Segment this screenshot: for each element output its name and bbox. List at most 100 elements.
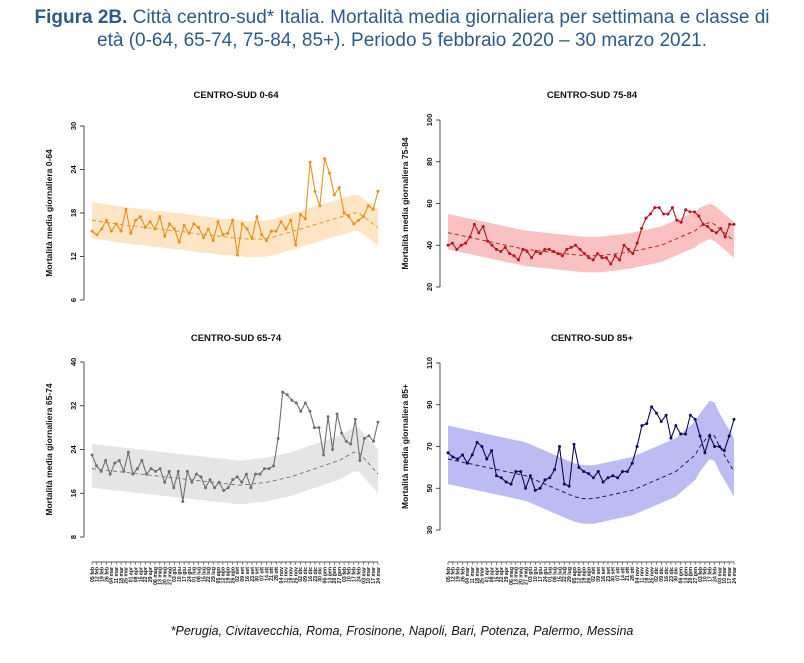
x-tick-label: 10 giu (177, 567, 183, 582)
observed-point (289, 218, 293, 222)
x-tick-label: 29 apr (504, 567, 510, 582)
observed-point (727, 434, 731, 438)
observed-point (446, 451, 450, 455)
observed-point (376, 420, 380, 424)
x-tick-label: 26 ago (230, 567, 236, 583)
observed-point (640, 424, 644, 428)
observed-point (108, 472, 112, 476)
observed-point (713, 445, 717, 448)
observed-point (158, 467, 162, 471)
observed-point (516, 258, 520, 262)
observed-point (211, 239, 215, 243)
observed-point (622, 243, 626, 247)
x-tick-label: 16 set (601, 567, 607, 582)
observed-point (276, 437, 280, 441)
observed-point (475, 440, 479, 444)
observed-point (114, 222, 118, 226)
observed-point (117, 458, 121, 462)
observed-point (294, 243, 298, 247)
observed-point (582, 252, 586, 256)
x-tick-label: 11 nov (284, 567, 290, 583)
observed-point (538, 486, 542, 490)
x-tick-label: 05 ago (572, 567, 578, 583)
x-tick-label: 10 feb (347, 567, 353, 582)
observed-point (596, 252, 600, 256)
panel-title: CENTRO-SUD 75-84 (547, 90, 638, 101)
x-tick-label: 24 giu (187, 567, 193, 582)
x-tick-label: 20 gen (688, 567, 694, 583)
x-tick-label: 18 mar (475, 567, 481, 584)
observed-point (640, 227, 644, 231)
x-tick-label: 17 feb (708, 567, 714, 582)
observed-point (591, 258, 595, 262)
observed-point (609, 262, 613, 266)
observed-point (124, 207, 128, 211)
y-tick-label: 24 (69, 165, 78, 174)
figure-title: Figura 2B. Città centro-sud* Italia. Mor… (0, 6, 804, 52)
x-tick-label: 29 lug (211, 567, 217, 582)
observed-point (190, 480, 194, 484)
observed-point (158, 215, 162, 219)
observed-point (140, 458, 144, 462)
observed-point (163, 234, 167, 238)
x-tick-label: 13 gen (327, 567, 333, 583)
observed-point (591, 476, 595, 480)
y-tick-label: 24 (69, 445, 78, 454)
x-tick-label: 01 lug (548, 567, 554, 582)
observed-point (342, 211, 346, 215)
x-tick-label: 26 ago (586, 567, 592, 583)
observed-point (613, 254, 617, 258)
x-tick-label: 28 ott (274, 567, 280, 581)
observed-point (349, 442, 353, 446)
observed-point (143, 226, 147, 229)
x-tick-label: 01 apr (129, 567, 135, 582)
observed-point (260, 233, 264, 237)
expected-range-band (448, 400, 734, 524)
observed-point (163, 480, 167, 484)
observed-point (630, 461, 634, 465)
figure-number: Figura 2B. (34, 7, 128, 28)
x-tick-label: 30 set (611, 567, 617, 582)
observed-point (113, 461, 117, 465)
x-tick-label: 30 dic (318, 567, 324, 582)
x-tick-label: 25 nov (649, 567, 655, 584)
observed-point (560, 254, 564, 258)
observed-mortality-line (447, 405, 735, 492)
observed-point (675, 218, 679, 222)
observed-point (340, 431, 344, 435)
panel-centro-sud-75-84: CENTRO-SUD 75-84 Mortalità media giornali… (400, 90, 736, 291)
x-tick-label: 14 ott (620, 567, 626, 581)
observed-point (692, 210, 696, 214)
x-tick-label: 23 dic (669, 567, 675, 582)
observed-point (728, 222, 732, 226)
observed-point (135, 467, 139, 471)
observed-point (217, 480, 221, 484)
observed-point (648, 212, 652, 216)
observed-point (708, 434, 712, 438)
x-tick-label: 27 mag (523, 567, 529, 585)
y-tick-label: 18 (69, 209, 78, 217)
x-tick-label: 27 mag (167, 567, 173, 585)
x-tick-label: 03 feb (342, 567, 348, 582)
observed-point (534, 250, 538, 254)
x-tick-label: 19 feb (455, 567, 461, 582)
observed-point (717, 445, 721, 448)
observed-point (109, 229, 113, 233)
x-tick-label: 22 lug (562, 567, 568, 582)
observed-point (524, 486, 528, 490)
observed-point (194, 472, 198, 476)
x-tick-label: 22 apr (143, 567, 149, 582)
observed-point (279, 220, 283, 224)
observed-point (562, 482, 566, 486)
footnote-cities: *Perugia, Civitavecchia, Roma, Frosinone… (170, 624, 634, 638)
expected-range-band (448, 203, 734, 273)
y-tick-label: 8 (69, 535, 78, 539)
observed-point (154, 469, 158, 473)
y-tick-label: 40 (69, 358, 78, 366)
x-tick-label: 05 feb (446, 567, 452, 582)
x-tick-label: 02 dic (298, 567, 304, 582)
observed-point (485, 457, 489, 461)
x-tick-label: 14 ott (264, 567, 270, 581)
x-tick-label: 17 giu (182, 567, 188, 582)
x-tick-label: 22 lug (206, 567, 212, 582)
